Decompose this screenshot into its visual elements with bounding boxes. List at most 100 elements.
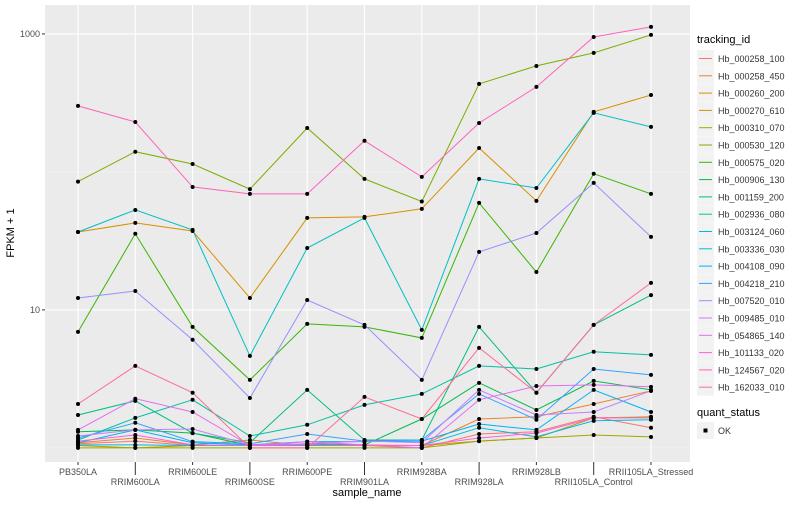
data-point: [247, 377, 252, 382]
data-point: [133, 119, 138, 124]
data-point: [190, 324, 195, 329]
data-point: [76, 329, 80, 334]
data-point: [591, 382, 596, 387]
data-point: [190, 439, 195, 444]
data-point: [591, 366, 596, 371]
data-point: [362, 402, 367, 407]
data-point: [133, 363, 138, 368]
data-point: [133, 427, 138, 432]
legend-label: Hb_003336_030: [718, 244, 785, 254]
legend-label: Hb_004108_090: [718, 262, 785, 272]
data-point: [591, 171, 596, 176]
legend-label: Hb_003124_060: [718, 227, 785, 237]
x-tick-label: RRIM928LB: [512, 467, 561, 477]
data-point: [649, 415, 653, 420]
legend-label: Hb_101133_020: [718, 348, 784, 358]
data-point: [477, 176, 482, 181]
x-tick-label: RRIM600LE: [168, 467, 217, 477]
data-point: [76, 401, 80, 406]
data-point: [305, 422, 310, 427]
data-points: [76, 24, 653, 450]
data-point: [190, 162, 195, 167]
legend-label: Hb_000270_610: [718, 106, 785, 116]
data-point: [133, 415, 138, 420]
data-point: [534, 198, 539, 203]
data-point: [534, 408, 539, 413]
data-point: [591, 418, 596, 423]
data-point: [133, 442, 138, 447]
data-point: [305, 191, 310, 196]
data-point: [362, 176, 367, 181]
data-point: [649, 32, 653, 37]
legend-label: Hb_000260_200: [718, 89, 785, 99]
data-point: [534, 84, 539, 89]
data-point: [76, 295, 80, 300]
data-point: [477, 121, 482, 126]
data-point: [649, 124, 653, 129]
data-point: [190, 227, 195, 232]
data-point: [477, 146, 482, 151]
data-point: [534, 270, 539, 275]
data-point: [419, 391, 424, 396]
data-point: [477, 200, 482, 205]
data-point: [534, 413, 539, 418]
data-point: [362, 443, 367, 448]
data-point: [649, 425, 653, 430]
data-point: [477, 345, 482, 350]
data-point: [190, 397, 195, 402]
legend-label: Hb_000906_130: [718, 175, 785, 185]
legend-label: Hb_000258_450: [718, 71, 785, 81]
data-point: [649, 191, 653, 196]
data-point: [477, 81, 482, 86]
data-point: [362, 394, 367, 399]
point-shape-icon: [703, 428, 708, 433]
legend-label: Hb_124567_020: [718, 365, 785, 375]
legend-label: Hb_162033_010: [718, 383, 785, 393]
data-point: [76, 413, 80, 418]
data-point: [133, 231, 138, 236]
data-point: [534, 431, 539, 436]
data-point: [362, 439, 367, 444]
data-point: [534, 434, 539, 439]
legend-title: tracking_id: [697, 34, 750, 46]
data-point: [649, 24, 653, 29]
data-point: [190, 431, 195, 436]
shape-legend-title: quant_status: [697, 407, 760, 419]
legend-label: Hb_000530_120: [718, 141, 785, 151]
data-point: [591, 180, 596, 185]
x-tick-label: RRIM901LA: [340, 477, 389, 487]
data-point: [477, 439, 482, 444]
data-point: [477, 432, 482, 437]
data-point: [649, 352, 653, 357]
data-point: [534, 230, 539, 235]
legend-label: Hb_000258_100: [718, 54, 785, 64]
x-tick-label: RRIM928LA: [455, 477, 504, 487]
data-point: [419, 443, 424, 448]
data-point: [362, 138, 367, 143]
data-point: [477, 363, 482, 368]
x-tick-label: RRII105LA_Control: [555, 477, 633, 487]
data-point: [649, 372, 653, 377]
data-point: [76, 179, 80, 184]
data-point: [419, 377, 424, 382]
y-axis-label: FPKM + 1: [5, 208, 17, 257]
data-point: [247, 295, 252, 300]
y-tick-label: 10: [30, 305, 40, 315]
data-point: [133, 420, 138, 425]
data-point: [76, 229, 80, 234]
data-point: [534, 63, 539, 68]
data-point: [76, 439, 80, 444]
data-point: [477, 397, 482, 402]
data-point: [419, 335, 424, 340]
data-point: [591, 401, 596, 406]
data-point: [419, 440, 424, 445]
data-point: [305, 439, 310, 444]
data-point: [477, 249, 482, 254]
data-point: [305, 321, 310, 326]
data-point: [305, 445, 310, 450]
data-point: [190, 427, 195, 432]
x-axis-label: sample_name: [332, 487, 401, 499]
data-point: [76, 103, 80, 108]
